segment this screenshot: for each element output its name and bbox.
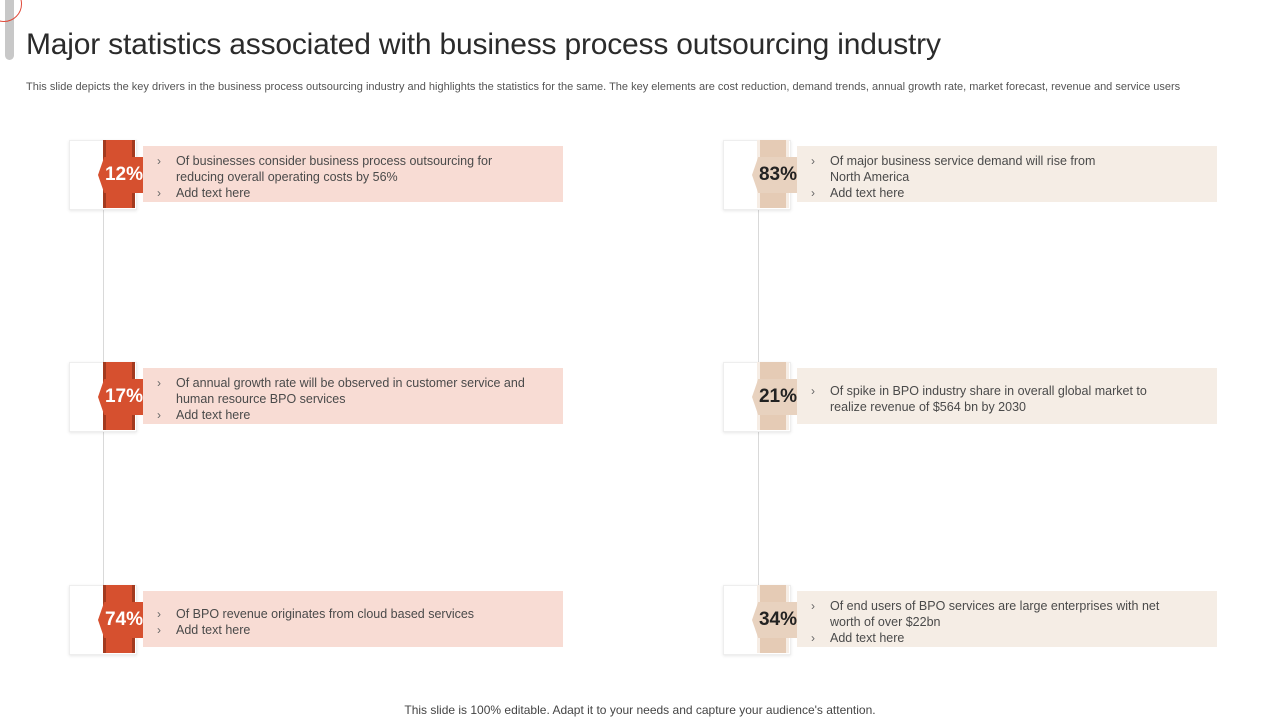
bullet-text: Of annual growth rate will be observed i… (176, 375, 525, 390)
bullet-text: Add text here (176, 622, 251, 637)
bullet-line: realize revenue of $564 bn by 2030 (811, 399, 1203, 415)
page-title: Major statistics associated with busines… (26, 28, 941, 61)
bullet-text: Of spike in BPO industry share in overal… (830, 383, 1147, 398)
bullet-text: Add text here (830, 185, 905, 200)
chevron-right-icon: › (811, 598, 815, 613)
chevron-right-icon: › (811, 383, 815, 398)
bullet-line: › Add text here (811, 630, 1203, 646)
stat-text-panel: › Of BPO revenue originates from cloud ba… (143, 591, 563, 647)
bullet-line: › Add text here (157, 407, 549, 423)
bullet-text: reducing overall operating costs by 56% (176, 169, 398, 184)
bullet-text: North America (830, 169, 910, 184)
footer-note: This slide is 100% editable. Adapt it to… (404, 703, 876, 717)
bullet-text: worth of over $22bn (830, 614, 941, 629)
chevron-right-icon: › (157, 153, 161, 168)
chevron-right-icon: › (157, 375, 161, 390)
bullet-text: Of end users of BPO services are large e… (830, 598, 1160, 613)
stat-card-left-1: 12% › Of businesses consider business pro… (69, 140, 565, 210)
stat-percent-badge: 74% (98, 602, 150, 638)
stat-card-left-2: 17% › Of annual growth rate will be obser… (69, 362, 565, 432)
chevron-right-icon: › (157, 622, 161, 637)
stat-card-right-2: 21% › Of spike in BPO industry share in o… (723, 362, 1219, 432)
stat-percent-badge: 17% (98, 379, 150, 415)
stat-text-panel: › Of annual growth rate will be observed … (143, 368, 563, 424)
stat-card-left-3: 74% › Of BPO revenue originates from clou… (69, 585, 565, 655)
stat-text-panel: › Of spike in BPO industry share in overa… (797, 368, 1217, 424)
stat-text-panel: › Of businesses consider business process… (143, 146, 563, 202)
bullet-line: › Of major business service demand will r… (811, 153, 1203, 169)
bullet-line: worth of over $22bn (811, 614, 1203, 630)
bullet-line: › Add text here (157, 622, 549, 638)
scrollbar[interactable] (5, 0, 14, 60)
chevron-right-icon: › (157, 407, 161, 422)
bullet-text: Of major business service demand will ri… (830, 153, 1096, 168)
bullet-line: › Of BPO revenue originates from cloud ba… (157, 606, 549, 622)
stat-card-right-3: 34% › Of end users of BPO services are la… (723, 585, 1219, 655)
bullet-line: North America (811, 169, 1203, 185)
bullet-line: › Of businesses consider business process… (157, 153, 549, 169)
chevron-right-icon: › (157, 606, 161, 621)
bullet-text: Add text here (176, 407, 251, 422)
bullet-line: › Of annual growth rate will be observed … (157, 375, 549, 391)
chevron-right-icon: › (811, 185, 815, 200)
chevron-right-icon: › (811, 153, 815, 168)
bullet-line: human resource BPO services (157, 391, 549, 407)
stat-percent-badge: 12% (98, 157, 150, 193)
stat-percent-badge: 21% (752, 379, 804, 415)
bullet-line: › Add text here (811, 185, 1203, 201)
bullet-text: Add text here (176, 185, 251, 200)
bullet-text: human resource BPO services (176, 391, 346, 406)
stat-text-panel: › Of end users of BPO services are large … (797, 591, 1217, 647)
bullet-line: › Add text here (157, 185, 549, 201)
bullet-text: Add text here (830, 630, 905, 645)
stat-percent-badge: 83% (752, 157, 804, 193)
bullet-text: Of businesses consider business process … (176, 153, 493, 168)
bullet-line: › Of end users of BPO services are large … (811, 598, 1203, 614)
corner-circle-decoration (0, 0, 22, 22)
bullet-line: › Of spike in BPO industry share in overa… (811, 383, 1203, 399)
bullet-line: reducing overall operating costs by 56% (157, 169, 549, 185)
bullet-text: Of BPO revenue originates from cloud bas… (176, 606, 475, 621)
bullet-text: realize revenue of $564 bn by 2030 (830, 399, 1026, 414)
stat-text-panel: › Of major business service demand will r… (797, 146, 1217, 202)
stat-percent-badge: 34% (752, 602, 804, 638)
stat-card-right-1: 83% › Of major business service demand wi… (723, 140, 1219, 210)
page-subtitle: This slide depicts the key drivers in th… (26, 81, 1181, 93)
chevron-right-icon: › (811, 630, 815, 645)
chevron-right-icon: › (157, 185, 161, 200)
